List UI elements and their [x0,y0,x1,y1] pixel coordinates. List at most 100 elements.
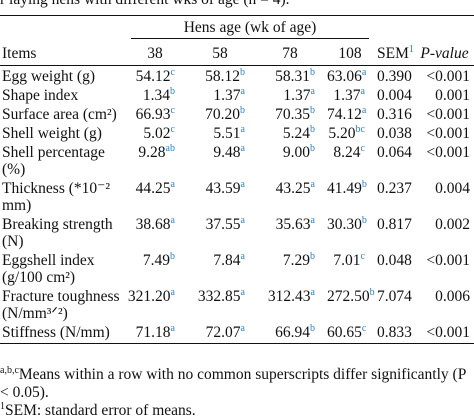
cell-value: 1.37 [283,87,311,104]
row-label: Thickness (*10⁻² mm) [2,180,110,214]
cell: 5.51a [185,123,255,143]
column-header: 108 [325,42,375,66]
cell: 71.18a [125,322,185,344]
p-cell: <0.001 [426,68,470,85]
cell-value: 74.12 [327,106,362,123]
table-row: Stiffness (N/mm) 71.18a 72.07a 66.94b 60.65c… [0,322,474,344]
superscript: a [170,287,175,298]
p-cell: <0.001 [426,144,470,161]
cell: 60.65c [325,322,375,344]
superscript: a [310,287,315,298]
sem-cell: 0.390 [377,68,412,85]
superscript: c [170,67,175,78]
group-header: Hens age (wk of age) [125,16,375,43]
column-header: SEM1 [375,42,415,66]
sem-cell: 0.833 [375,322,415,344]
cell: 1.37a [325,85,375,105]
cell-value: 7.29 [282,252,310,269]
cell-value: 5.02 [143,125,171,142]
p-cell: 0.006 [435,288,470,305]
row-label: Breaking strength (N) [2,216,113,250]
superscript: c [360,251,365,262]
superscript: a [170,215,175,226]
cell-value: 66.94 [275,324,310,341]
superscript: a [310,179,315,190]
cell: 38.68a [125,214,185,250]
superscript: b [170,251,175,262]
caption: r laying hens with different wks of age … [0,0,290,9]
cell: 44.25a [125,178,185,214]
sem-cell: 0.038 [377,125,412,142]
cell-value: 7.84 [213,252,241,269]
cell: 272.50b [325,286,375,322]
cell: 41.49b [325,178,375,214]
cell: 35.63a [255,214,325,250]
cell: 7.01c [325,250,375,286]
column-header: Items [0,42,125,66]
cell-value: 54.12 [135,68,171,85]
superscript: a [240,215,245,226]
cell: 1.37a [255,85,325,105]
superscript: a [240,323,245,334]
cell-value: 9.28 [138,144,166,161]
superscript: a [360,86,365,97]
cell-value: 272.50 [327,288,370,305]
cell: 66.93c [125,104,185,124]
footnote-text: Means within a row with no common supers… [0,366,466,401]
row-label: Eggshell index (g/100 cm²) [2,252,95,286]
cell-value: 1.37 [333,87,361,104]
superscript: c [361,323,367,334]
row-label: Surface area (cm²) [2,106,117,123]
data-table: Hens age (wk of age) Items 38 58 78 108 … [0,15,474,344]
table-row: Thickness (*10⁻² mm) 44.25a 43.59a 43.25a 41… [0,178,474,215]
sem-cell: 0.316 [377,106,412,123]
cell-value: 30.30 [327,216,362,233]
superscript: a [310,215,315,226]
row-label: Egg weight (g) [2,68,95,85]
cell-value: 43.25 [275,180,311,197]
cell-value: 35.63 [275,216,311,233]
row-label: Stiffness (N/mm) [0,322,125,344]
cell-value: 321.20 [127,288,171,305]
cell: 58.31b [255,66,325,86]
superscript: a [170,179,175,190]
cell-value: 38.68 [135,216,171,233]
superscript: b [310,67,315,78]
column-header: P-value [415,42,474,66]
footnote: 1SEM: standard error of means. [0,402,474,419]
cell: 5.24b [255,123,325,143]
header-text: SEM [377,45,409,62]
cell-value: 43.59 [205,180,241,197]
p-cell: <0.001 [426,125,470,142]
superscript: b [361,179,367,190]
sem-cell: 0.817 [377,216,412,233]
footnote-marker: a,b,c [0,365,19,376]
p-cell: 0.004 [435,180,470,197]
p-cell: <0.001 [426,106,470,123]
cell-value: 58.31 [275,68,310,85]
table-row: Eggshell index (g/100 cm²) 7.49b 7.84a 7.29… [0,250,474,287]
row-label: Shell percentage (%) [2,144,105,178]
column-header: 78 [255,42,325,66]
footnote-marker: 1 [0,401,5,412]
p-cell: 0.001 [435,87,470,104]
cell-value: 71.18 [135,324,171,341]
p-cell: 0.002 [435,216,470,233]
p-cell: <0.001 [415,322,474,344]
superscript: a [170,323,175,334]
cell: 7.49b [125,250,185,286]
cell-value: 5.20 [328,125,356,142]
cell: 5.02c [125,123,185,143]
cell-value: 72.07 [205,324,241,341]
cell: 8.24c [325,142,375,178]
superscript: a [310,86,315,97]
superscript: ab [165,143,175,154]
footnote-marker: 1 [408,44,414,55]
sem-cell: 0.048 [377,252,412,269]
cell-value: 332.85 [197,288,241,305]
cell: 9.48a [185,142,255,178]
cell-value: 9.00 [282,144,310,161]
cell: 7.84a [185,250,255,286]
cell: 5.20bc [325,123,375,143]
